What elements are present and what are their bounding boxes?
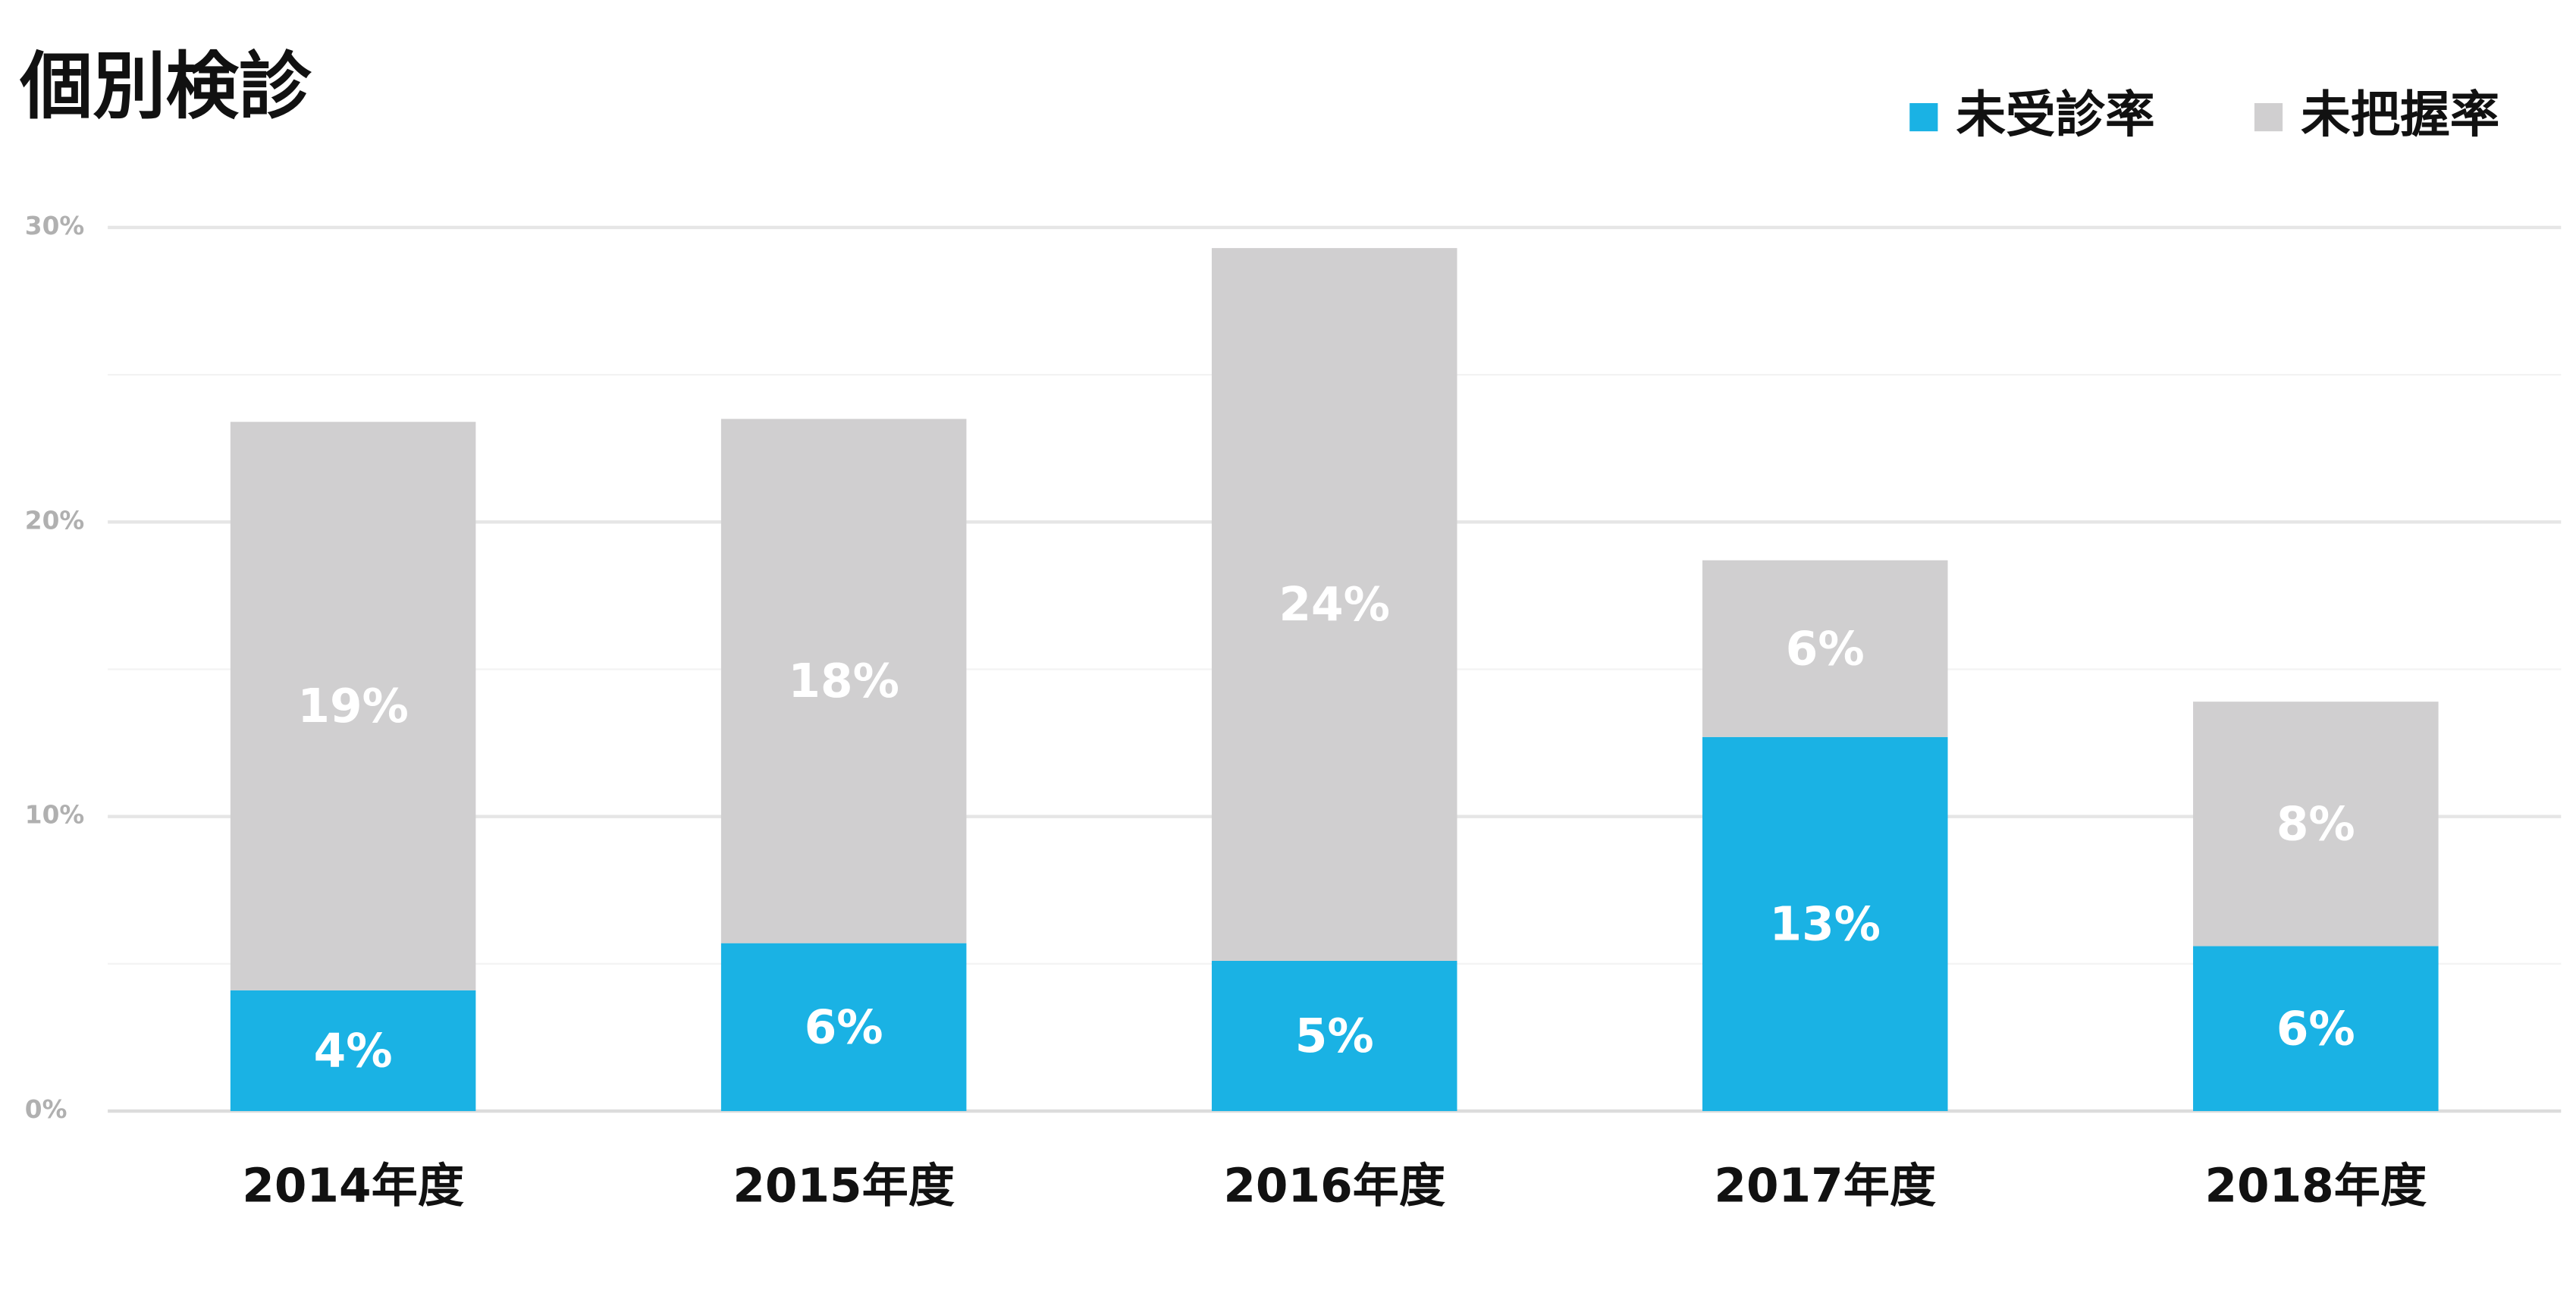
data-label: 13% <box>1770 897 1881 951</box>
y-tick-label: 30% <box>25 212 84 240</box>
chart-title: 個別検診 <box>19 44 312 129</box>
bar-segment <box>1211 960 1457 1112</box>
legend-label: 未受診率 <box>1956 86 2154 144</box>
data-label: 18% <box>788 654 899 708</box>
bar-segment <box>1702 736 1948 1112</box>
data-label: 8% <box>2276 797 2355 851</box>
legend-label: 未把握率 <box>2301 86 2499 144</box>
data-label: 4% <box>314 1024 393 1078</box>
bar-segment <box>230 422 476 990</box>
y-tick-label: 10% <box>25 801 84 830</box>
x-tick-label: 2016年度 <box>1223 1159 1445 1213</box>
bar-segment <box>720 943 967 1112</box>
bar-segment <box>720 419 967 943</box>
bar-segment <box>2193 702 2439 946</box>
data-label: 6% <box>2276 1002 2355 1056</box>
data-label: 6% <box>805 1000 883 1054</box>
x-tick-label: 2015年度 <box>733 1159 955 1213</box>
x-tick-label: 2017年度 <box>1714 1159 1936 1213</box>
bar-segment <box>230 990 476 1112</box>
legend-swatch <box>1909 102 1938 132</box>
bar-segment <box>1702 560 1948 737</box>
y-tick-label: 20% <box>25 506 84 535</box>
data-label: 24% <box>1279 578 1389 632</box>
data-label: 6% <box>1786 622 1865 676</box>
x-tick-label: 2018年度 <box>2204 1159 2427 1213</box>
data-label: 19% <box>297 680 408 733</box>
data-label: 5% <box>1295 1009 1374 1063</box>
bar-segment <box>2193 946 2439 1112</box>
legend-swatch <box>2254 102 2283 132</box>
bar-segment <box>1211 248 1457 961</box>
y-tick-label: 0% <box>25 1095 67 1124</box>
x-tick-label: 2014年度 <box>242 1159 464 1213</box>
